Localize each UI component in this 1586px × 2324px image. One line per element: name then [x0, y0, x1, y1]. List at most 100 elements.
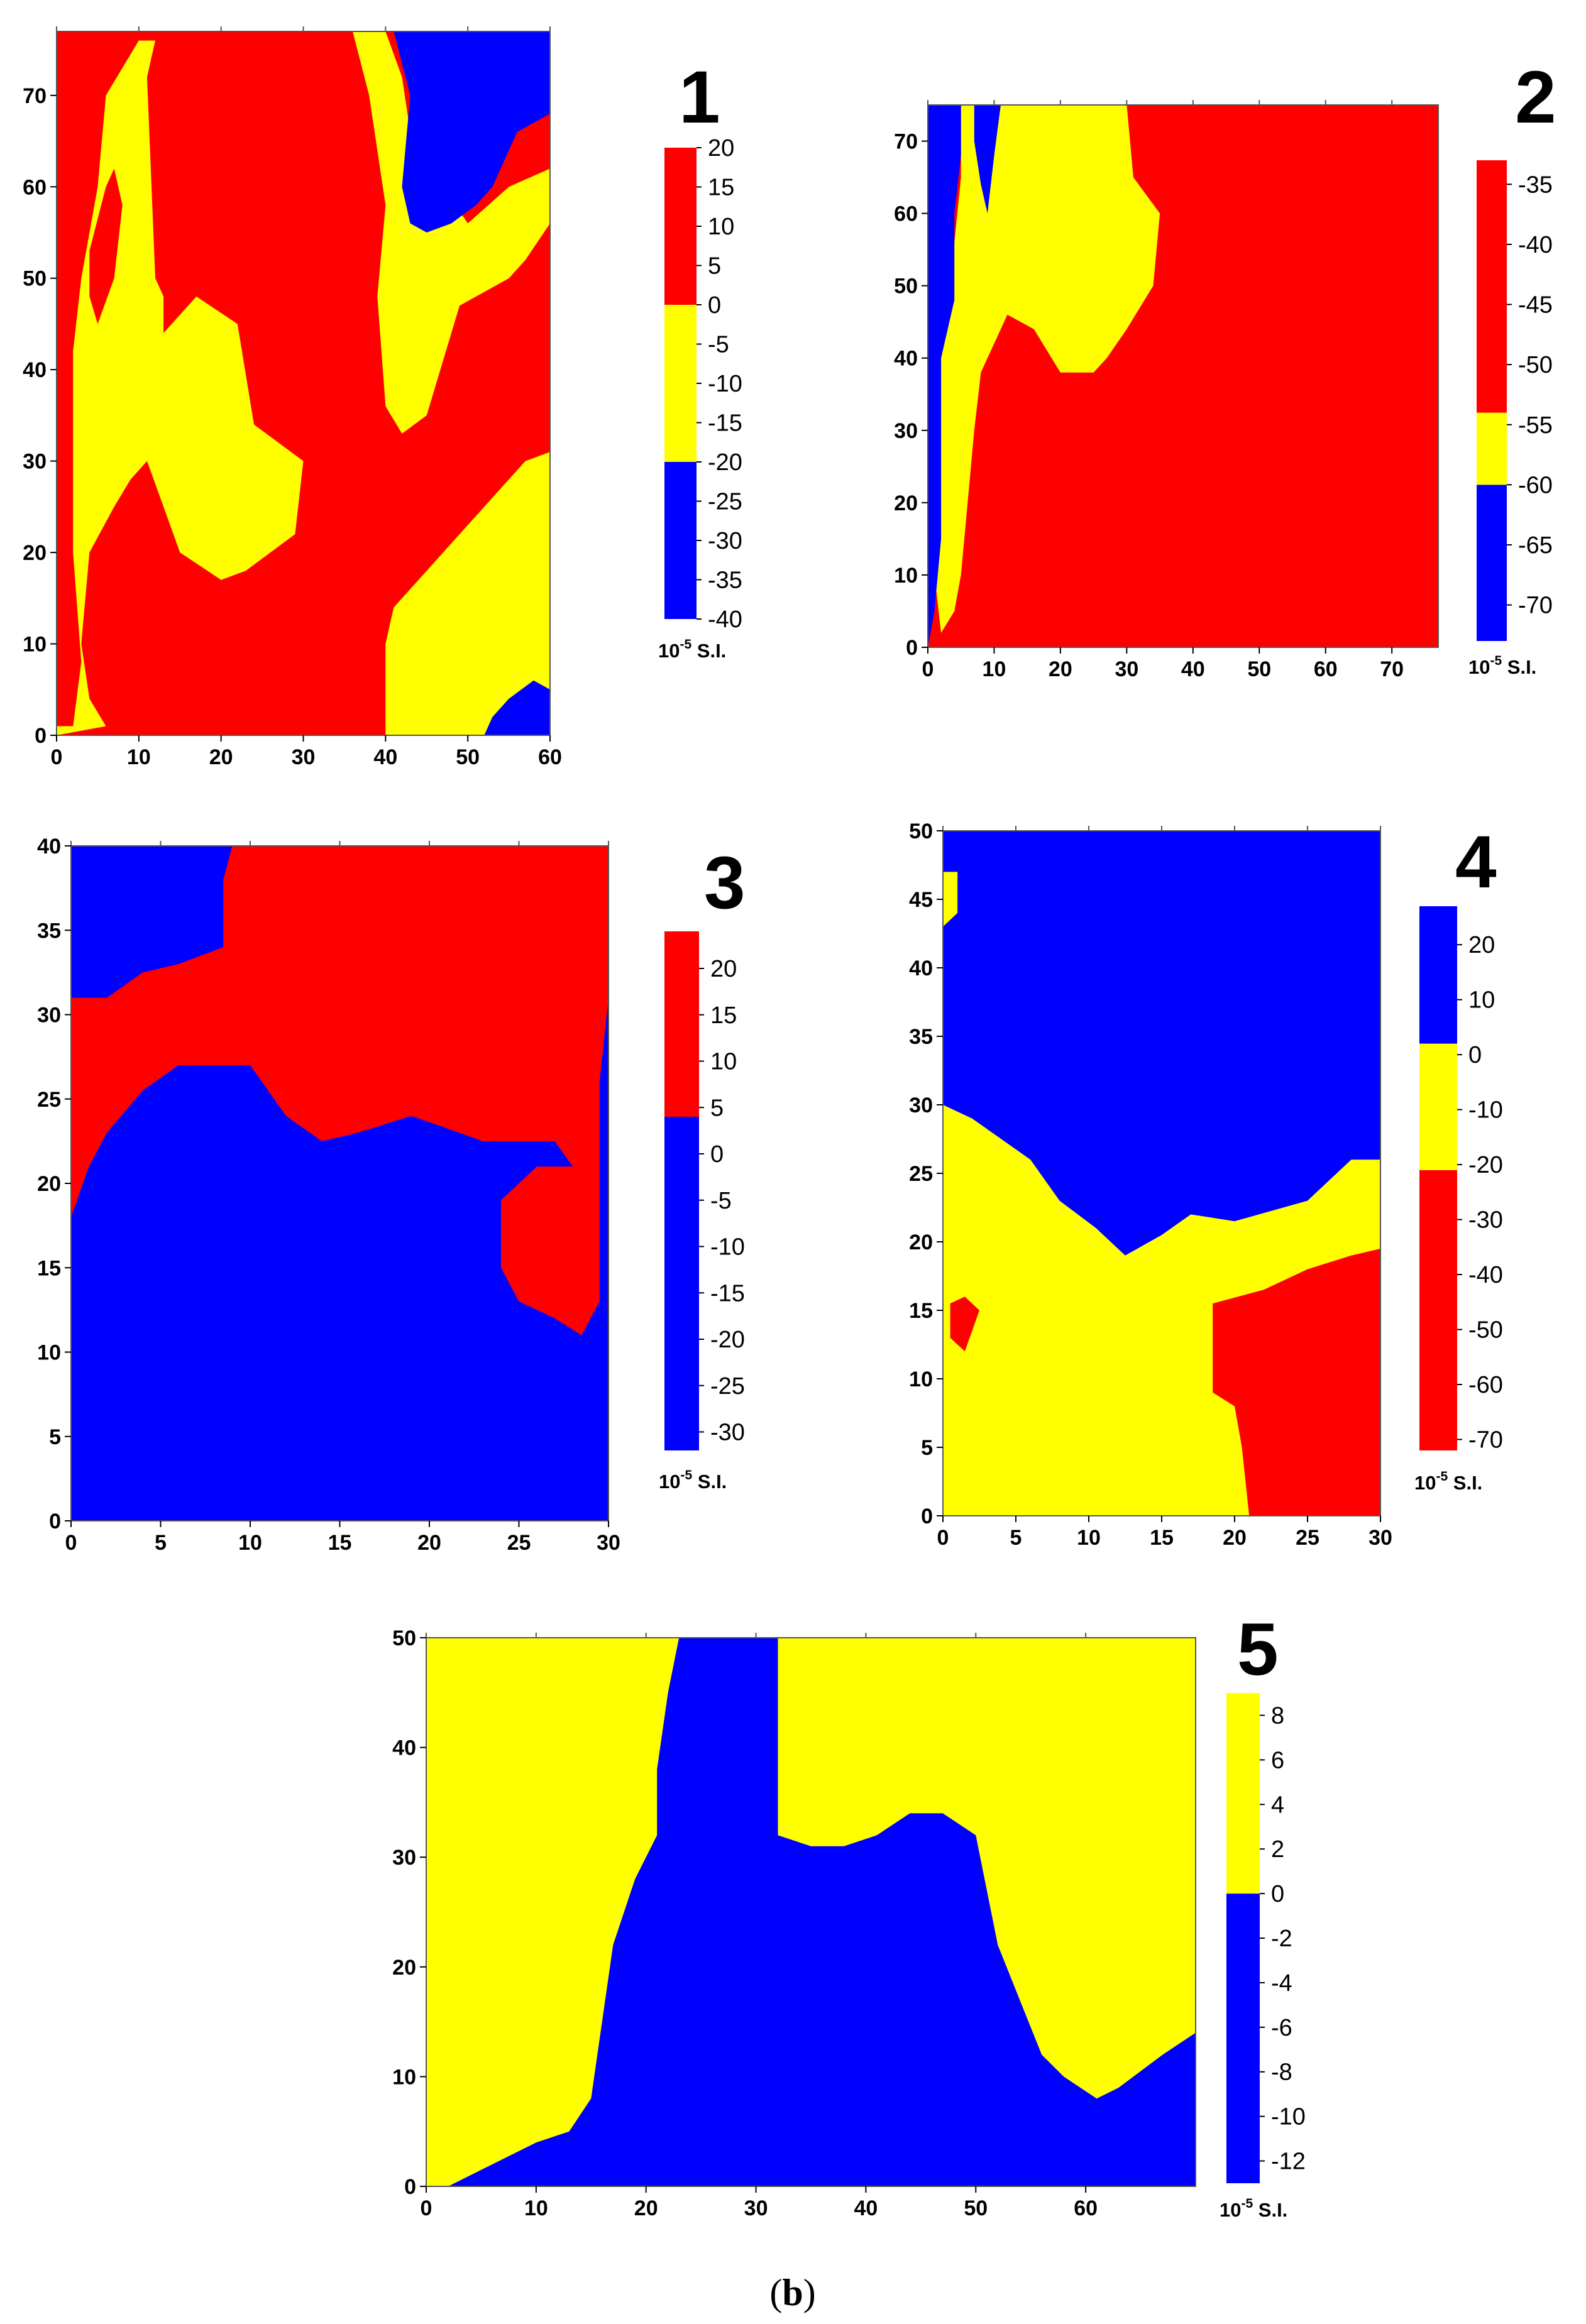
plot-frame: [927, 104, 1439, 648]
y-tick-label: 10: [909, 1368, 933, 1391]
caption-open: (: [769, 2272, 782, 2313]
y-tick-label: 10: [392, 2065, 416, 2089]
colorbar-tick-label: -50: [1518, 352, 1553, 378]
map-region-red: [89, 168, 123, 324]
unit-text: S.I.: [691, 640, 726, 662]
x-tick-label: 10: [238, 1531, 262, 1555]
map-region-blue: [394, 31, 550, 233]
y-tick-label: 20: [894, 491, 918, 515]
caption-letter: b: [782, 2272, 803, 2313]
panel-1: 0 10 20 30 40 50 6001020304050607020151050-5-1…: [23, 26, 742, 769]
colorbar-tick-label: -15: [708, 410, 742, 437]
x-tick-label: 50: [964, 2196, 988, 2220]
plot-frame: [426, 1637, 1196, 2187]
y-tick-label: 60: [894, 202, 918, 226]
y-tick-label: 5: [921, 1436, 933, 1460]
y-tick-label: 0: [921, 1505, 933, 1528]
map-region-yellow: [353, 31, 550, 434]
colorbar-unit: 10-5 S.I.: [1468, 654, 1536, 678]
x-tick-label: 30: [292, 745, 316, 769]
y-tick-label: 45: [909, 888, 933, 912]
colorbar-tick-label: 2: [1271, 1836, 1284, 1863]
map-region-red: [71, 846, 609, 1335]
x-tick-label: 10: [983, 657, 1006, 681]
x-tick-label: 30: [597, 1531, 620, 1555]
colorbar-tick-label: -30: [710, 1420, 745, 1446]
colorbar-tick-label: -15: [710, 1280, 745, 1307]
x-tick-label: 25: [1296, 1526, 1319, 1550]
colorbar-tick-label: -60: [1518, 472, 1553, 498]
unit-exponent: -5: [1436, 1469, 1448, 1484]
map-regions: [928, 105, 1160, 647]
colorbar-tick-label: -35: [708, 567, 742, 594]
map-region-yellow: [934, 105, 1160, 633]
colorbar-band-yellow: [1419, 1043, 1457, 1170]
caption-close: ): [803, 2272, 816, 2313]
colorbar-tick-label: -40: [1468, 1262, 1503, 1288]
y-tick-label: 0: [49, 1510, 61, 1533]
x-tick-label: 20: [1223, 1526, 1247, 1550]
y-tick-label: 70: [894, 130, 918, 154]
x-tick-label: 60: [1314, 657, 1338, 681]
y-tick-label: 50: [23, 267, 47, 291]
map-region-red: [947, 589, 1015, 647]
colorbar-tick-label: -10: [708, 371, 742, 397]
y-tick-label: 20: [37, 1172, 61, 1196]
y-tick-label: 0: [35, 724, 47, 748]
x-tick-label: 60: [1074, 2196, 1098, 2220]
panel-number: 2: [1515, 56, 1556, 139]
colorbar-tick-label: 5: [710, 1095, 724, 1121]
colorbar-band-yellow: [664, 305, 697, 462]
y-tick-label: 10: [894, 564, 918, 588]
colorbar-tick-label: 0: [1468, 1042, 1482, 1068]
colorbar-tick-label: -2: [1271, 1926, 1292, 1952]
unit-text: S.I.: [1253, 2199, 1287, 2221]
unit-base: 10: [1414, 1472, 1436, 1494]
colorbar-tick-label: 20: [708, 135, 734, 162]
y-tick-label: 40: [392, 1736, 416, 1760]
colorbar-band-blue: [1226, 1894, 1260, 2183]
colorbar-band-blue: [664, 1117, 699, 1450]
colorbar-tick-label: -40: [708, 606, 742, 633]
x-tick-label: 5: [1010, 1526, 1022, 1550]
y-tick-label: 5: [49, 1425, 61, 1449]
colorbar-tick-label: -70: [1468, 1427, 1503, 1454]
panel-3: 0 5 10 15 20 25 30 0 5 10 15 20 25 30 35 40 20 15 10 5 0 -5 -1…: [37, 835, 745, 1555]
panel-5: 0 10 20 30 40 50 600102030405086420-2-4-6-8-10…: [392, 1608, 1306, 2221]
colorbar-tick-label: -30: [1468, 1207, 1503, 1234]
colorbar-tick-label: 0: [710, 1141, 724, 1168]
map-regions: [943, 872, 1380, 1516]
colorbar-tick-label: 15: [708, 175, 734, 201]
x-tick-label: 50: [456, 745, 480, 769]
x-tick-label: 0: [421, 2196, 432, 2220]
colorbar-tick-label: -55: [1518, 412, 1553, 439]
unit-base: 10: [659, 1471, 680, 1493]
colorbar-unit: 10-5 S.I.: [659, 1468, 727, 1493]
y-tick-label: 30: [894, 419, 918, 443]
x-tick-label: 25: [507, 1531, 531, 1555]
colorbar-tick-label: -50: [1468, 1317, 1503, 1344]
y-tick-label: 10: [23, 633, 47, 657]
colorbar-tick-label: -35: [1518, 172, 1553, 198]
y-tick-label: 30: [23, 450, 47, 474]
x-tick-label: 70: [1380, 657, 1404, 681]
colorbar-tick-label: -20: [708, 449, 742, 476]
map-region-yellow: [385, 452, 550, 735]
colorbar-tick-label: -20: [1468, 1152, 1503, 1178]
x-tick-label: 15: [328, 1531, 352, 1555]
y-tick-label: 35: [37, 919, 61, 943]
map-region-red: [981, 343, 1001, 445]
y-tick-label: 50: [909, 819, 933, 843]
y-tick-label: 0: [906, 636, 918, 660]
colorbar-tick-label: -4: [1271, 1970, 1292, 1997]
y-tick-label: 20: [392, 1956, 416, 1980]
x-tick-label: 0: [937, 1526, 949, 1550]
x-tick-label: 50: [1247, 657, 1271, 681]
colorbar-tick-label: 5: [708, 253, 721, 280]
y-tick-label: 30: [37, 1004, 61, 1028]
colorbar-tick-label: 20: [1468, 932, 1495, 958]
y-tick-label: 15: [909, 1299, 933, 1323]
panel-4: 0 5 10 15 20 25 30 0 5 10 15 20 25 30 35 40 45 50 20 10 0 -10…: [909, 819, 1503, 1550]
colorbar-tick-label: 4: [1271, 1792, 1284, 1818]
unit-base: 10: [1220, 2199, 1241, 2221]
